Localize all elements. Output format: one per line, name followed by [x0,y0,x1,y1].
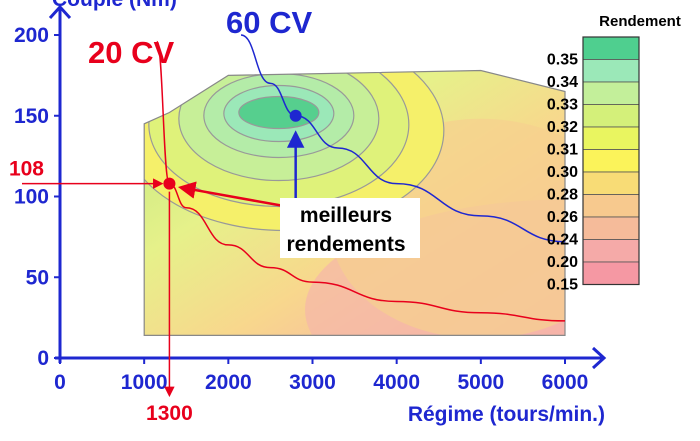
legend-title: Rendement [599,13,681,30]
x-tick-label: 3000 [289,371,336,394]
legend: Rendement 0.350.340.330.320.310.300.280.… [547,13,681,294]
legend-label: 0.32 [547,119,578,136]
legend-swatch [582,149,640,173]
y-axis-label: Couple (Nm) [52,0,177,11]
best-efficiency-annotation: meilleurs rendements [177,130,420,258]
y-axis-arrowhead [48,4,72,20]
axes: 0 1000 2000 3000 4000 5000 6000 0 50 100 150 200 R… [14,0,607,426]
legend-swatch [582,216,640,240]
efficiency-map [143,69,566,336]
y-tick-label: 150 [14,105,49,128]
power-curves: 20 CV 60 CV 108 1300 [9,5,566,425]
operating-point-60cv [289,109,302,122]
legend-swatch [582,194,640,218]
legend-frame [582,36,640,286]
operating-point-20cv [163,177,176,190]
legend-swatch [582,36,640,60]
x-tick-label: 6000 [542,371,589,394]
legend-swatch [582,81,640,105]
y-tick-label: 0 [37,347,49,370]
x-tick-label: 2000 [205,371,252,394]
legend-label: 0.20 [547,254,578,271]
legend-label: 0.30 [547,164,578,181]
legend-label: 0.35 [547,52,578,69]
legend-swatch [582,261,640,285]
annotation-box [280,198,420,258]
y-tick-label: 50 [26,266,49,289]
x-tick-label: 5000 [457,371,504,394]
operating-point-torque-label: 108 [9,158,44,181]
series-label-20cv: 20 CV [88,35,174,70]
x-tick-label: 1000 [121,371,168,394]
annotation-line-2: rendements [286,233,405,256]
contour-0-35 [238,95,320,130]
series-line-60cv [240,34,566,243]
legend-label: 0.15 [547,277,578,294]
legend-swatch [582,104,640,128]
x-axis-ticks: 0 1000 2000 3000 4000 5000 6000 [54,358,588,394]
legend-label: 0.28 [547,187,578,204]
legend-swatch [582,126,640,150]
legend-label: 0.26 [547,209,578,226]
x-tick-label: 0 [54,371,66,394]
y-axis-ticks: 0 50 100 150 200 [14,24,60,370]
legend-swatch [582,239,640,263]
annotation-arrow-to-20cv [177,181,285,208]
x-axis-arrowhead [591,346,607,370]
efficiency-map-outline [143,69,566,336]
operating-point-rpm-label: 1300 [146,402,193,425]
annotation-line-1: meilleurs [300,204,392,227]
y-tick-label: 100 [14,186,49,209]
legend-label: 0.33 [547,97,578,114]
y-tick-label: 200 [14,24,49,47]
legend-swatch [582,59,640,83]
legend-label: 0.31 [547,142,578,159]
x-tick-label: 4000 [373,371,420,394]
x-axis-label: Régime (tours/min.) [408,403,605,426]
legend-items: 0.35 0.34 0.33 0.32 0.31 0.30 0.28 0.26 0.24 0.20… [547,36,640,294]
legend-swatch [582,171,640,195]
series-label-60cv: 60 CV [226,5,312,40]
legend-label: 0.24 [547,232,578,249]
legend-label: 0.34 [547,74,578,91]
